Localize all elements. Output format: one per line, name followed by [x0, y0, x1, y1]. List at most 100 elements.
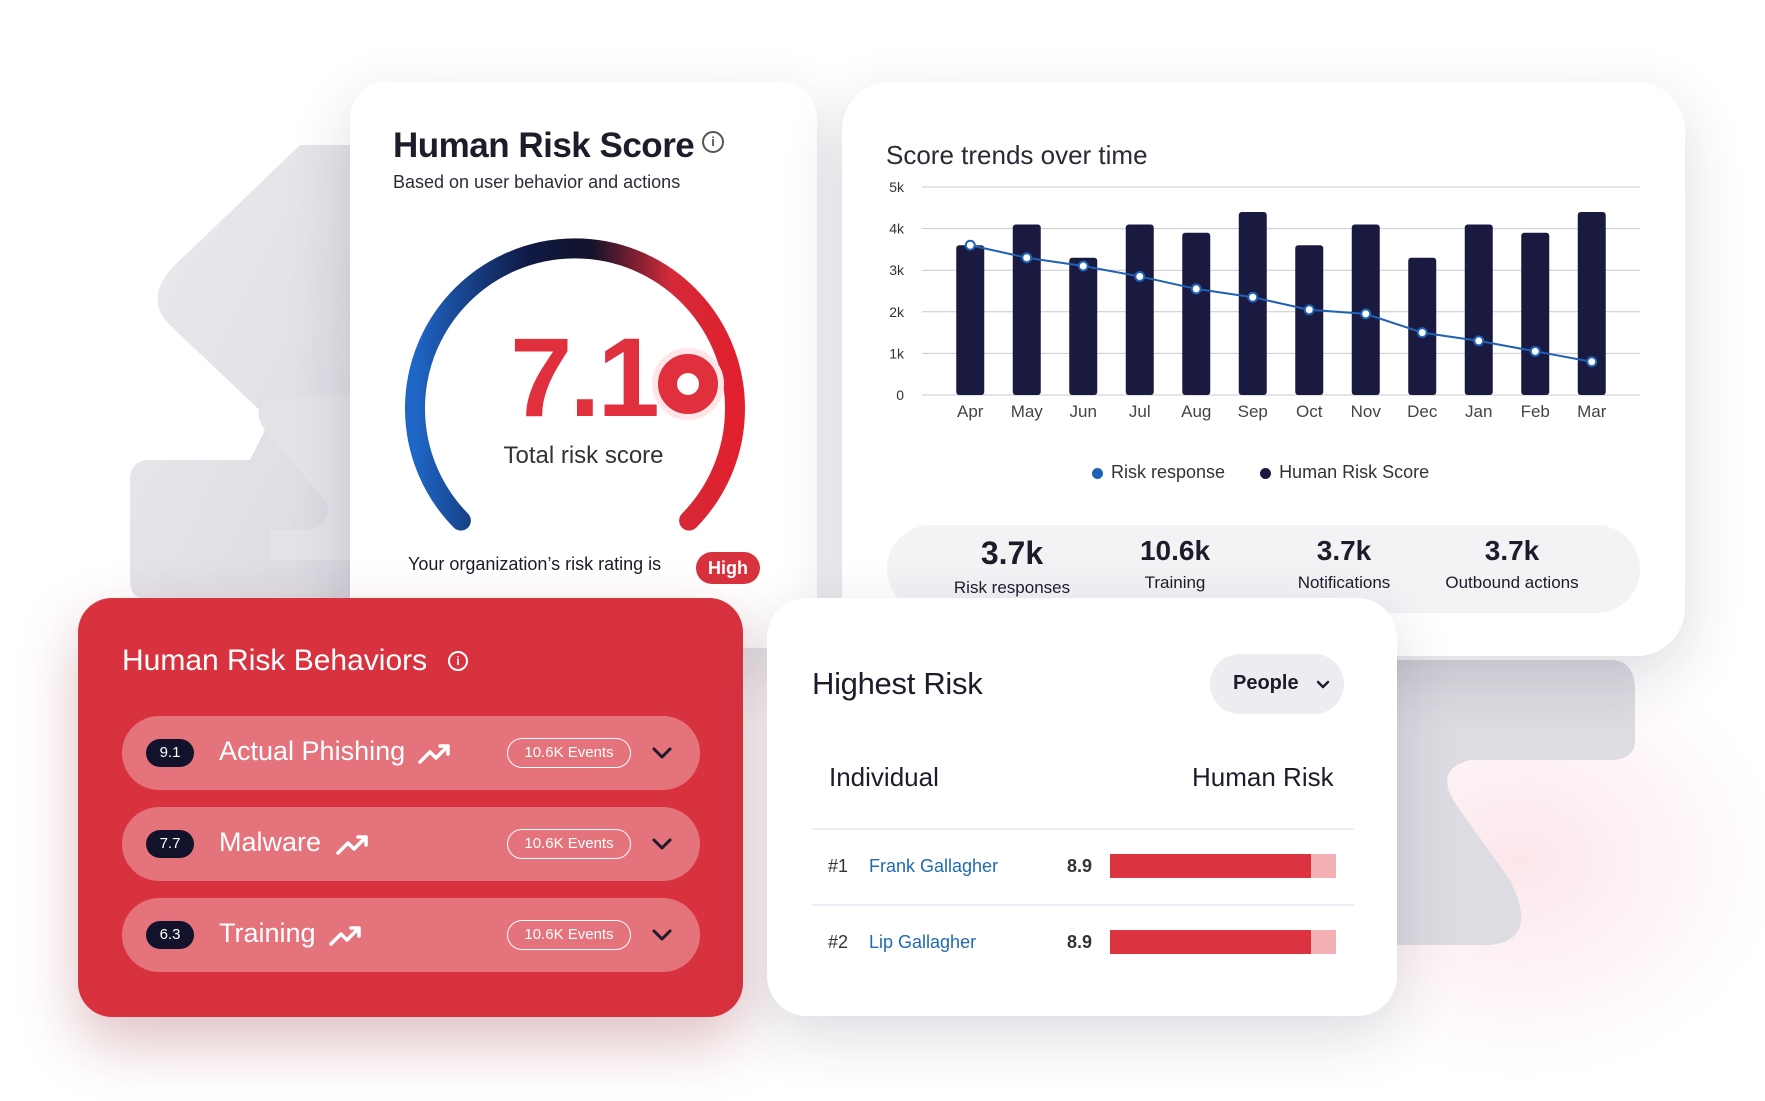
row-rank: #1: [828, 856, 849, 876]
bar: [1577, 211, 1606, 395]
bar: [1012, 224, 1041, 395]
column-header-individual: Individual: [829, 762, 939, 792]
risk-response-point: [1416, 327, 1428, 339]
x-tick-label: Jun: [1070, 402, 1097, 421]
bar: [1069, 257, 1098, 395]
risk-response-point: [1473, 335, 1485, 347]
risk-response-point: [1021, 252, 1033, 264]
info-icon[interactable]: i: [448, 651, 468, 671]
card-title: Human Risk Behaviors: [122, 644, 428, 677]
behavior-row-actual-phishing[interactable]: 9.1 Actual Phishing 10.6K Events: [122, 716, 700, 790]
card-subtitle: Based on user behavior and actions: [393, 172, 681, 192]
risk-rating-badge: High: [696, 552, 760, 584]
x-tick-label: Dec: [1407, 402, 1438, 421]
legend-human-risk-score: Human Risk Score: [1260, 462, 1429, 482]
risk-response-point: [1303, 304, 1315, 316]
risk-response-point: [1247, 291, 1259, 303]
bar: [956, 245, 985, 395]
divider: [812, 828, 1354, 830]
trending-up-icon: [336, 835, 368, 855]
y-left-tick-label: 3k: [889, 262, 905, 278]
person-risk-score: 8.9: [1067, 932, 1093, 952]
person-risk-score: 8.9: [1067, 856, 1093, 876]
divider: [812, 904, 1354, 906]
stat-training: 10.6k Training: [1139, 535, 1211, 592]
trending-up-icon: [418, 744, 450, 764]
risk-rating-text: Your organization’s risk rating is: [408, 554, 662, 574]
risk-bar-fill: [1110, 930, 1312, 954]
human-risk-score-card: Human Risk Score i Based on user behavio…: [350, 82, 817, 648]
chart-legend: Risk response Human Risk Score: [1092, 462, 1459, 483]
x-tick-label: Nov: [1351, 402, 1382, 421]
x-tick-label: Apr: [957, 402, 984, 421]
bar: [1238, 211, 1267, 395]
y-left-tick-label: 5k: [889, 182, 905, 195]
events-badge: 10.6K Events: [507, 829, 631, 859]
risk-response-line: [970, 244, 1592, 363]
card-title: Highest Risk: [812, 666, 983, 701]
behavior-name: Actual Phishing: [219, 736, 406, 766]
human-risk-behaviors-card: Human Risk Behaviors i 9.1 Actual Phishi…: [78, 598, 743, 1017]
person-link[interactable]: Lip Gallagher: [869, 932, 977, 952]
highest-risk-card: Highest Risk People Individual Human Ris…: [767, 598, 1397, 1016]
risk-gauge: [405, 238, 745, 531]
x-tick-label: Sep: [1238, 402, 1268, 421]
behavior-name: Training: [219, 918, 316, 948]
y-left-tick-label: 4k: [889, 221, 905, 237]
bar: [1295, 245, 1324, 395]
behavior-score: 6.3: [146, 921, 194, 949]
bar: [1182, 232, 1211, 395]
behavior-row-training[interactable]: 6.3 Training 10.6K Events: [122, 898, 700, 972]
row-rank: #2: [828, 932, 849, 952]
bar: [1521, 232, 1550, 395]
score-trends-card: Score trends over time 01k2k3k4k5k024681…: [842, 82, 1685, 656]
column-header-human-risk: Human Risk: [1192, 762, 1334, 792]
chevron-down-icon[interactable]: [650, 923, 674, 947]
risk-response-point: [1529, 345, 1541, 357]
x-tick-label: Jul: [1129, 402, 1151, 421]
y-left-tick-label: 1k: [889, 345, 905, 361]
y-left-tick-label: 2k: [889, 304, 905, 320]
risk-bar: [1110, 854, 1336, 878]
info-icon[interactable]: i: [702, 131, 724, 153]
risk-bar: [1110, 930, 1336, 954]
risk-response-point: [964, 239, 976, 251]
behavior-row-malware[interactable]: 7.7 Malware 10.6K Events: [122, 807, 700, 881]
risk-response-point: [1134, 270, 1146, 282]
person-link[interactable]: Frank Gallagher: [869, 856, 999, 876]
x-tick-label: Jan: [1465, 402, 1492, 421]
card-title: Human Risk Score: [393, 126, 695, 165]
chevron-down-icon: [1316, 680, 1330, 689]
bar: [1464, 224, 1493, 395]
behavior-score: 7.7: [146, 830, 194, 858]
risk-response-point: [1077, 260, 1089, 272]
risk-response-point: [1586, 356, 1598, 368]
x-tick-label: Feb: [1521, 402, 1550, 421]
stat-outbound-actions: 3.7k Outbound actions: [1445, 535, 1579, 592]
x-tick-label: Aug: [1181, 402, 1211, 421]
chevron-down-icon[interactable]: [650, 832, 674, 856]
total-risk-score-label: Total risk score: [503, 442, 664, 469]
total-risk-score-value: 7.1: [510, 315, 660, 440]
bar: [1408, 257, 1437, 395]
y-left-tick-label: 0: [896, 387, 904, 403]
events-badge: 10.6K Events: [507, 738, 631, 768]
bar: [1125, 224, 1154, 395]
risk-bar-fill: [1110, 854, 1312, 878]
x-tick-label: Oct: [1296, 402, 1323, 421]
risk-response-point: [1190, 283, 1202, 295]
behavior-name: Malware: [219, 827, 322, 857]
score-trends-chart: 01k2k3k4k5k0246810AprMayJunJulAugSepOctN…: [889, 182, 1640, 421]
risk-response-point: [1360, 308, 1372, 320]
trending-up-icon: [329, 926, 361, 946]
behavior-score: 9.1: [146, 739, 194, 767]
stat-notifications: 3.7k Notifications: [1297, 535, 1391, 592]
x-tick-label: Mar: [1577, 402, 1607, 421]
card-title: Score trends over time: [886, 140, 1148, 170]
legend-risk-response: Risk response: [1092, 462, 1225, 482]
events-badge: 10.6K Events: [507, 920, 631, 950]
chevron-down-icon[interactable]: [650, 741, 674, 765]
people-filter-dropdown[interactable]: People: [1210, 654, 1344, 714]
x-tick-label: May: [1011, 402, 1044, 421]
stat-risk-responses: 3.7k Risk responses: [953, 535, 1071, 597]
